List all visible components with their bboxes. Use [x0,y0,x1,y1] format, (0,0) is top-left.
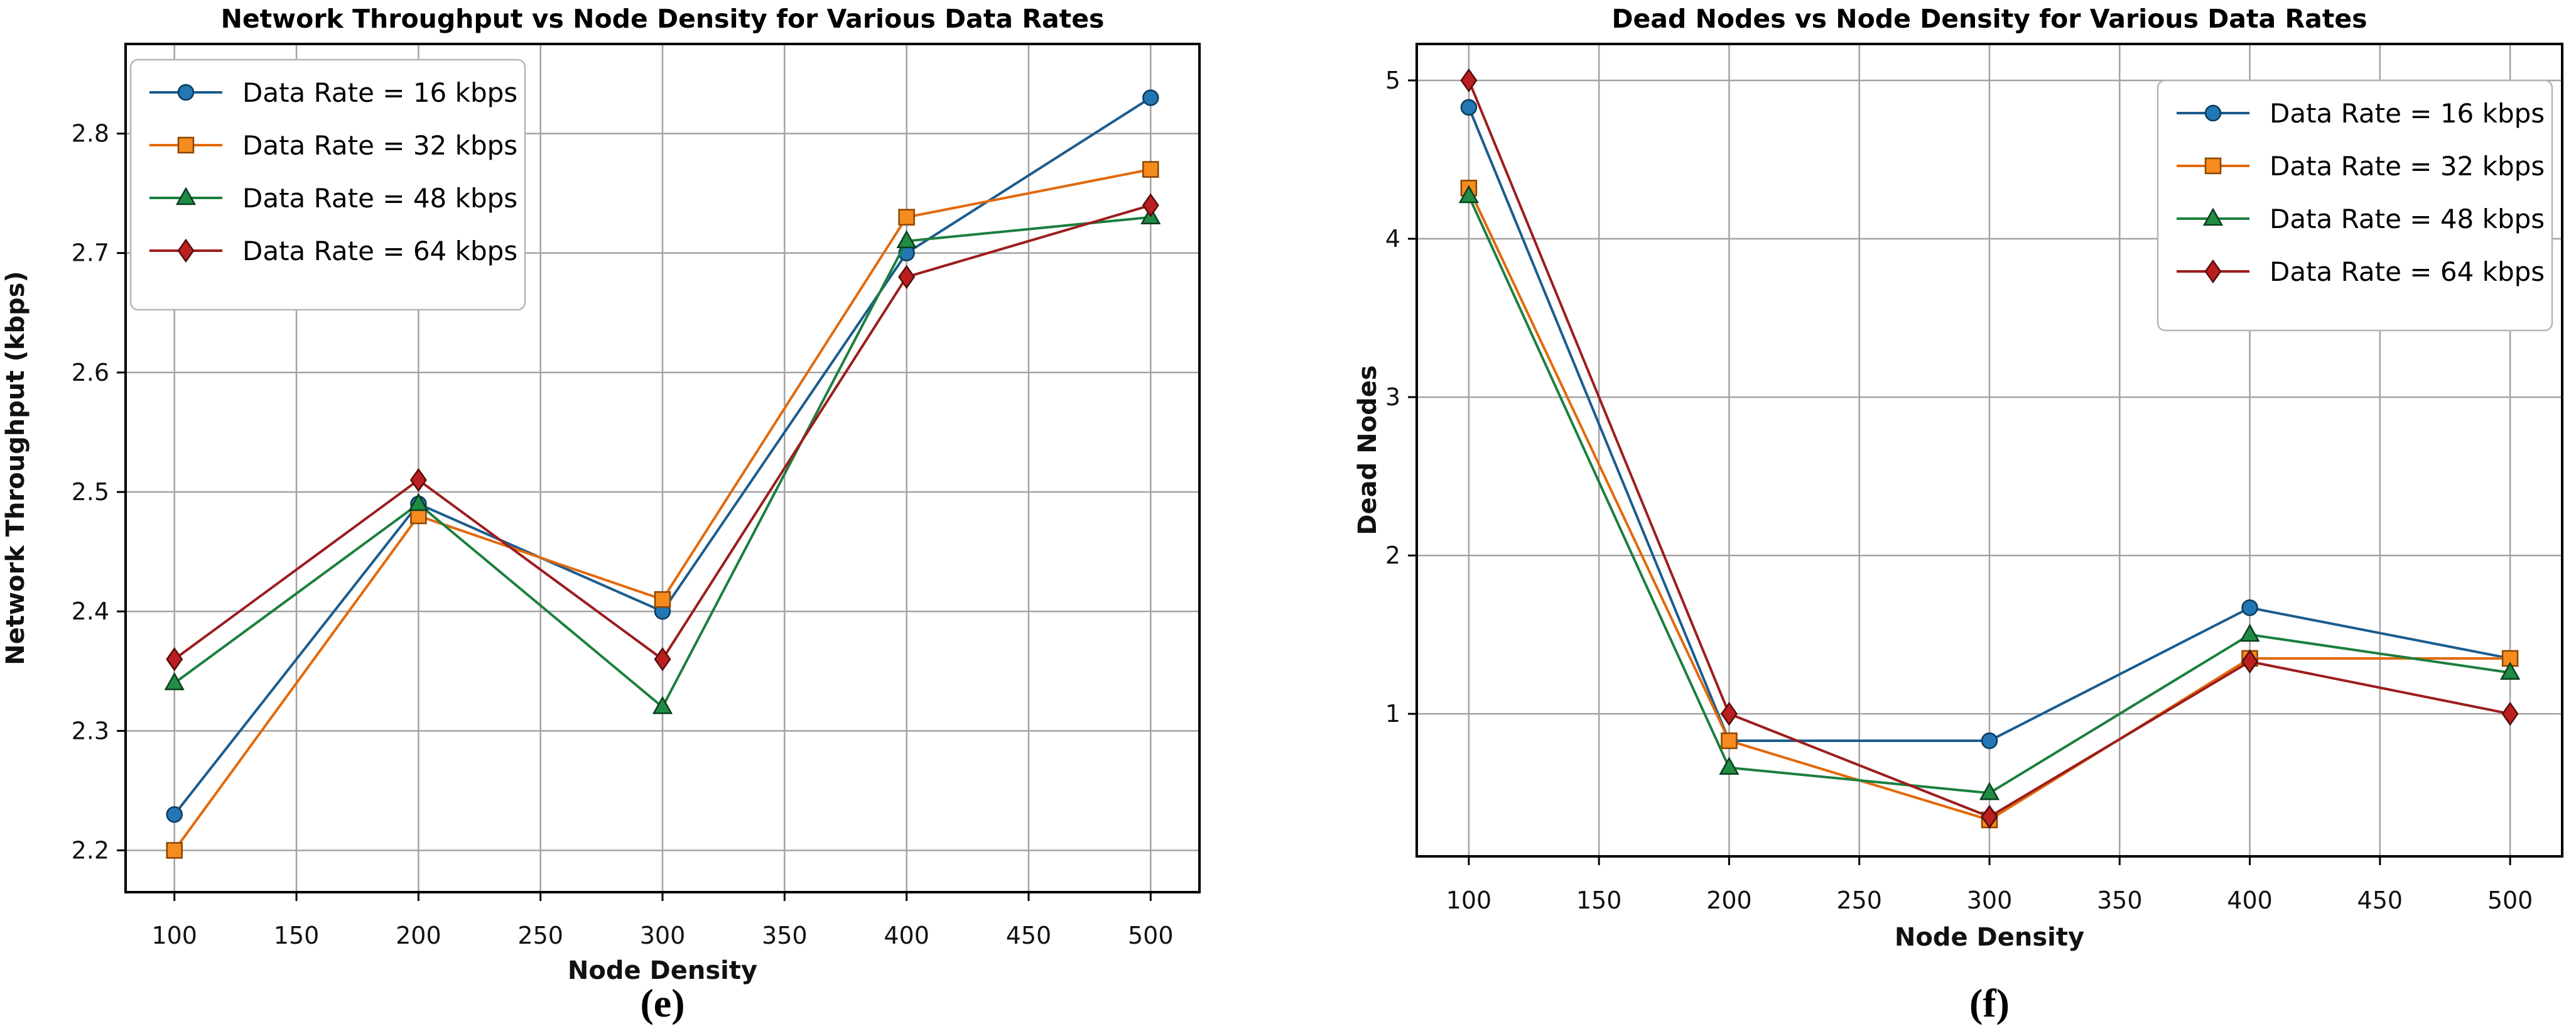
x-tick-label: 450 [2357,887,2403,914]
legend-item-label: Data Rate = 64 kbps [2270,256,2545,287]
legend-swatch-marker [177,136,195,154]
legend-item-label: Data Rate = 16 kbps [2270,98,2545,129]
y-tick-label: 2.4 [72,598,109,625]
x-tick-label: 500 [1128,922,1174,949]
y-axis-label: Network Throughput (kbps) [1,271,30,665]
data-point-marker [409,467,427,493]
x-tick-label: 400 [884,922,929,949]
x-axis-label: Node Density [568,956,757,985]
x-tick-label: 350 [2097,887,2143,914]
legend-swatch-marker [177,84,195,101]
data-point-marker [408,493,429,511]
data-point-marker [1979,782,2000,800]
y-tick-label: 2.8 [72,120,109,148]
x-tick-label: 200 [396,922,441,949]
figure-panel-f: 100 150 200 250 300 350 400 450 500 1 2 3 4 5 Dead Nod… [1288,0,2576,1026]
data-point-marker [2241,649,2259,674]
data-point-marker [1719,756,1740,775]
y-tick-label: 2.2 [72,836,109,864]
data-point-marker [1460,68,1478,93]
y-tick-label: 2 [1385,542,1400,569]
data-point-marker [898,209,915,226]
x-axis-label: Node Density [1895,923,2084,952]
data-point-marker [2241,599,2258,616]
x-tick-label: 450 [1006,922,1052,949]
data-point-marker [2501,701,2519,726]
y-tick-label: 5 [1385,67,1400,94]
legend-swatch-marker [2204,104,2222,122]
x-tick-label: 400 [2227,887,2273,914]
x-tick-label: 150 [1576,887,1622,914]
data-point-marker [2499,662,2521,680]
data-point-marker [2239,623,2260,642]
data-point-marker [1458,185,1480,204]
data-point-marker [1142,193,1159,217]
legend-item-label: Data Rate = 32 kbps [242,130,517,161]
subfigure-caption: (f) [1969,981,2010,1025]
subfigure-caption: (e) [640,981,685,1025]
legend-swatch-marker [2204,259,2222,284]
data-point-marker [1981,732,1998,750]
legend-item-label: Data Rate = 48 kbps [2270,204,2545,234]
x-tick-label: 250 [1836,887,1882,914]
y-tick-label: 4 [1385,225,1400,253]
data-point-marker [166,647,183,672]
chart-title: Dead Nodes vs Node Density for Various D… [1611,4,2367,34]
data-point-marker [166,806,183,823]
y-tick-label: 3 [1385,383,1400,411]
line-chart-throughput: 100 150 200 250 300 350 400 450 500 2.2 2.3 2.4 2.5 2… [1,4,1201,1025]
x-tick-label: 350 [762,922,808,949]
data-point-marker [1981,804,1998,829]
data-point-marker [896,230,917,248]
data-point-marker [654,647,671,672]
x-tick-label: 300 [640,922,686,949]
data-point-marker [1460,99,1478,116]
data-point-marker [1142,89,1159,106]
legend-item-label: Data Rate = 16 kbps [242,77,517,108]
legend-swatch-marker [175,187,197,205]
x-tick-label: 300 [1967,887,2013,914]
x-tick-label: 150 [274,922,320,949]
legend-swatch-marker [2204,157,2222,175]
line-chart-dead-nodes: 100 150 200 250 300 350 400 450 500 1 2 3 4 5 Dead Nod… [1288,0,2576,1026]
data-point-marker [1142,161,1159,178]
legend-item-label: Data Rate = 64 kbps [242,236,517,266]
data-point-marker [1720,701,1738,726]
legend-box [2157,79,2553,332]
legend-box [129,58,526,311]
legend-swatch-marker [2202,207,2224,226]
data-point-marker [652,696,673,714]
legend-swatch-marker [177,238,195,263]
y-tick-label: 2.7 [72,239,109,267]
x-tick-label: 200 [1706,887,1752,914]
data-point-marker [1721,732,1738,750]
y-tick-label: 2.3 [72,717,109,745]
y-tick-label: 2.5 [72,478,109,506]
y-axis-label: Dead Nodes [1353,365,1382,535]
data-point-marker [166,842,183,859]
y-tick-label: 1 [1385,700,1400,728]
chart-title: Network Throughput vs Node Density for V… [221,4,1105,34]
data-point-marker [164,672,185,690]
data-point-marker [654,591,671,608]
x-tick-label: 100 [151,922,197,949]
y-tick-label: 2.6 [72,359,109,386]
legend-item-label: Data Rate = 32 kbps [2270,151,2545,182]
figure-panel-e: 100 150 200 250 300 350 400 450 500 2.2 2.3 2.4 2.5 2… [1,4,1201,1025]
legend-item-label: Data Rate = 48 kbps [242,183,517,214]
x-tick-label: 500 [2487,887,2533,914]
x-tick-label: 100 [1446,887,1492,914]
x-tick-label: 250 [517,922,563,949]
data-point-marker [898,265,916,289]
